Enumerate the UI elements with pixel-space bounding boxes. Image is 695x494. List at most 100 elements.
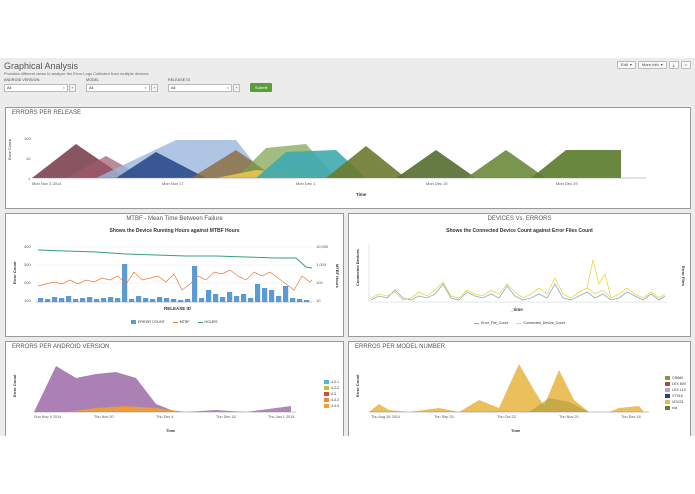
legend-label: ERROR COUNT [138, 320, 165, 324]
clear-icon[interactable]: × [144, 85, 147, 90]
devices-legend: Error_File_Count Connected_Device_Count [474, 321, 565, 325]
errors-per-android-version-panel: ERRORS PER ANDROID VERSION Error Count S… [5, 341, 344, 436]
legend-label: Error_File_Count [481, 321, 509, 325]
error-count-bar [87, 297, 93, 302]
select-value: All [7, 85, 12, 90]
x-axis-label: Time [356, 192, 367, 197]
filter-bar: ANDROID VERSION: All × + MODEL All × + REL… [4, 78, 273, 92]
panel-subtitle: Shows the Device Running Hours against M… [109, 228, 240, 234]
area-series-cr660 [529, 398, 589, 412]
devices-vs-errors-chart: Connected Devices Error Files _time [355, 244, 686, 312]
area-series [326, 146, 406, 178]
home-button[interactable]: ⌂ [680, 61, 691, 69]
y-axis-label: Error Count [355, 374, 360, 397]
y-tick: 300 [24, 262, 31, 267]
header-actions: Edit ▾ More Info ▾ ⤓ ⌂ [616, 61, 691, 69]
legend-swatch [324, 386, 329, 390]
legend-label: 4.4.2 [331, 398, 339, 402]
legend-label: VDG31 [672, 400, 684, 404]
area-series-4.4.2 [66, 406, 186, 412]
error-count-bar [220, 297, 226, 302]
legend-item: HOURS [197, 320, 218, 324]
panel-title: ERRORS PER ANDROID VERSION [12, 344, 110, 350]
panel-title: MTBF - Mean Time Between Failure [126, 216, 223, 222]
legend-swatch [324, 380, 329, 384]
x-tick: Thu Aug 28 2014 [371, 415, 400, 419]
mtbf-legend: ERROR COUNT MTBF HOURS [131, 320, 218, 324]
release-id-select[interactable]: All × [168, 84, 232, 92]
model-add-button[interactable]: + [151, 84, 158, 92]
legend-label: MTBF [179, 320, 190, 324]
y2-axis-label: Error Files [681, 266, 686, 287]
filter-label: ANDROID VERSION: [4, 78, 41, 82]
errors-per-model-chart: Error Count Thu Aug 28 2014 Thu Sep 25 T… [355, 364, 649, 433]
area-series-4.0.1 [34, 366, 176, 412]
error-file-count-line [370, 283, 666, 301]
download-button[interactable]: ⤓ [668, 61, 679, 69]
android-version-select[interactable]: All × [4, 84, 68, 92]
x-tick: Mon Nov 17 [162, 181, 184, 186]
mtbf-line [37, 269, 313, 291]
legend-swatch [665, 382, 670, 386]
edit-button[interactable]: Edit ▾ [616, 61, 636, 69]
error-count-bar [38, 298, 44, 302]
y2-axis-label: MTBF Hours [335, 264, 340, 289]
legend-swatch [665, 376, 670, 380]
error-count-bar [129, 299, 135, 302]
y2-tick: 1,000 [316, 262, 327, 267]
filter-android-version: ANDROID VERSION: All × + [4, 78, 76, 92]
mtbf-panel: MTBF - Mean Time Between Failure Shows t… [5, 213, 344, 337]
clear-icon[interactable]: × [62, 85, 65, 90]
error-count-bar [45, 299, 51, 302]
error-count-bar [108, 297, 114, 302]
error-count-bar [304, 300, 310, 302]
x-tick: Mon Nov 3 2014 [32, 181, 62, 186]
y-tick: 400 [24, 244, 31, 249]
legend-swatch [516, 322, 522, 324]
error-count-bar [234, 296, 240, 302]
plus-icon: + [71, 85, 74, 90]
more-info-button[interactable]: More Info ▾ [637, 61, 667, 69]
hours-line [37, 249, 313, 269]
x-tick: Thu Oct 23 [497, 415, 516, 419]
clear-icon[interactable]: × [226, 85, 229, 90]
area-series [466, 150, 546, 178]
model-number-legend: CR660 LEX 800 LEX L10 VT918 VDG31 n/a [665, 376, 686, 410]
page-title: Graphical Analysis [4, 61, 79, 71]
legend-swatch [665, 406, 670, 410]
legend-label: CR660 [672, 376, 684, 380]
area-series-4.4.4 [186, 406, 291, 412]
y-tick: 200 [24, 280, 31, 285]
legend-swatch [197, 321, 203, 323]
android-version-add-button[interactable]: + [69, 84, 76, 92]
y-axis-label: Error Count [7, 138, 12, 160]
panel-title: ERRORS PER RELEASE [12, 110, 82, 116]
y-axis-label: Error Count [12, 374, 17, 397]
x-tick: Mon Dec 15 [426, 181, 448, 186]
select-value: All [171, 85, 176, 90]
legend-swatch [172, 321, 178, 323]
error-count-bar [157, 297, 163, 302]
edit-button-label: Edit [620, 62, 628, 67]
area-series-vdg31 [369, 364, 644, 412]
legend-item: VDG31 [665, 400, 686, 404]
x-axis-label: _time [510, 307, 523, 312]
error-count-bar [297, 299, 303, 302]
page-subtitle: Provides different views to analyze the … [4, 71, 149, 76]
filter-model: MODEL All × + [86, 78, 158, 92]
error-count-bar [255, 284, 261, 302]
model-select[interactable]: All × [86, 84, 150, 92]
connected-device-count-line [370, 277, 666, 301]
release-id-add-button[interactable]: + [233, 84, 240, 92]
error-count-bar [227, 292, 233, 302]
more-info-label: More Info [641, 62, 659, 67]
error-count-bar [66, 296, 72, 302]
legend-item: Error_File_Count [474, 321, 508, 325]
filter-label: MODEL [86, 78, 100, 82]
mtbf-chart: Error Count MTBF Hours 400 300 200 100 1… [12, 244, 340, 311]
legend-swatch [665, 400, 670, 404]
errors-per-model-panel: ERRROS PER MODEL NUMBER Error Count Thu … [348, 341, 691, 436]
errors-per-release-chart: Error Count 100 10 1 Mon Nov 3 2014 Mon … [7, 136, 646, 197]
submit-button[interactable]: Submit [250, 83, 273, 92]
legend-item: 4.3 [324, 392, 339, 396]
